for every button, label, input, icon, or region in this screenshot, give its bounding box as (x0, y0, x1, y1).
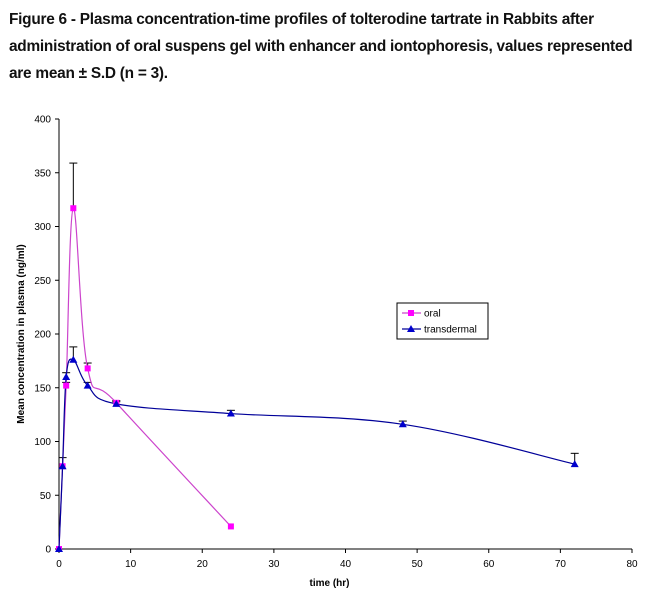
y-tick-label: 100 (34, 437, 51, 448)
transdermal-data-point (83, 381, 92, 389)
y-tick-label: 350 (34, 168, 51, 179)
x-tick-label: 30 (268, 559, 280, 570)
legend-oral-label: oral (424, 309, 441, 320)
x-tick-label: 20 (197, 559, 209, 570)
x-tick-label: 70 (555, 559, 567, 570)
y-tick-label: 150 (34, 383, 51, 394)
x-tick-label: 10 (125, 559, 137, 570)
legend-transdermal-marker (407, 325, 415, 332)
transdermal-data-point (69, 355, 78, 363)
oral-series-line (58, 207, 232, 550)
x-axis-title: time (hr) (310, 578, 350, 589)
x-tick-label: 0 (56, 559, 62, 570)
transdermal-data-point (62, 373, 71, 380)
chart-legend: oral transdermal (396, 302, 489, 340)
oral-data-point (227, 523, 234, 530)
y-axis-title: Mean concentration in plasma (ng/ml) (16, 244, 27, 423)
transdermal-series-line (58, 358, 575, 550)
series-markers (55, 205, 579, 552)
figure-caption: Figure 6 - Plasma concentration-time pro… (9, 11, 633, 82)
transdermal-data-point (55, 545, 63, 552)
chart-axes: 0 50 100 150 200 250 300 350 400 0 10 20 30 40 50 60 70 8… (34, 115, 638, 571)
transdermal-data-point (58, 462, 67, 470)
legend-box (396, 302, 489, 340)
oral-data-point (63, 382, 70, 389)
series-lines (58, 207, 575, 550)
oral-data-point (84, 365, 91, 372)
transdermal-data-point (112, 399, 121, 407)
oral-data-point (70, 205, 77, 212)
x-tick-label: 40 (340, 559, 352, 570)
transdermal-data-point (398, 420, 407, 428)
legend-transdermal-label: transdermal (424, 325, 477, 336)
x-tick-label: 80 (626, 559, 638, 570)
transdermal-data-point (570, 460, 579, 468)
legend-oral-marker (408, 310, 414, 316)
x-tick-label: 50 (412, 559, 424, 570)
y-tick-label: 300 (34, 222, 51, 233)
y-tick-label: 200 (34, 330, 51, 341)
transdermal-data-point (226, 409, 235, 417)
error-bars (58, 162, 579, 467)
y-tick-label: 400 (34, 115, 51, 126)
y-tick-label: 0 (45, 545, 51, 556)
y-tick-label: 250 (34, 276, 51, 287)
x-tick-label: 60 (483, 559, 495, 570)
y-tick-label: 50 (40, 491, 52, 502)
